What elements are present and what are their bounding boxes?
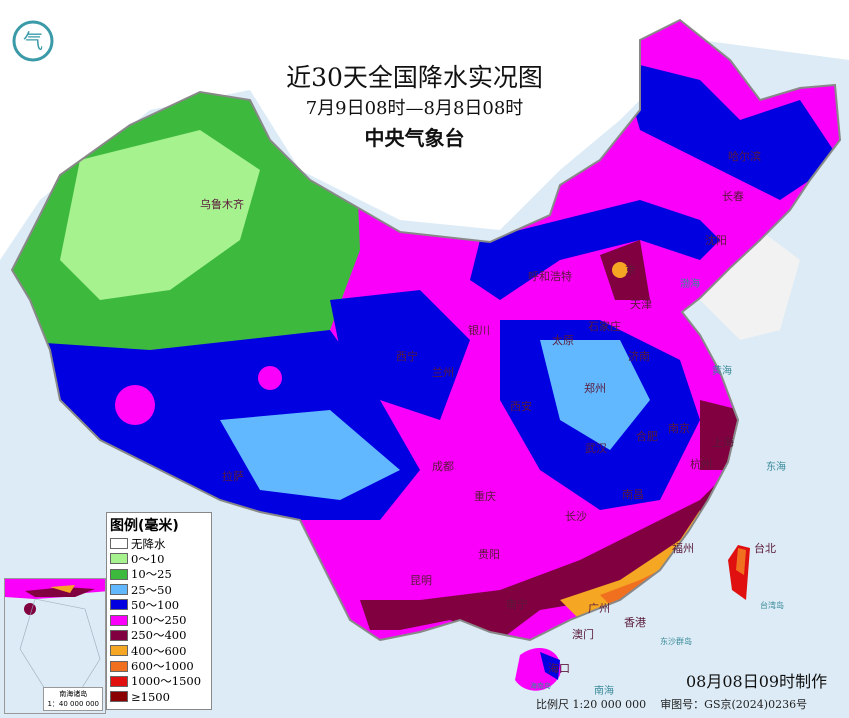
city-label: 香港 [624, 616, 646, 629]
legend-label: 无降水 [131, 536, 166, 551]
island-label: 台湾岛 [760, 601, 784, 610]
legend: 图例(毫米) 无降水 0～10 10～25 25～50 50～100 100～250 250… [106, 512, 212, 710]
land-outside-white [0, 0, 849, 260]
city-label: 成都 [432, 460, 454, 473]
city-label: 兰州 [432, 366, 454, 379]
legend-item: 50～100 [110, 597, 208, 612]
taiwan-orange [736, 548, 746, 575]
city-label: 广州 [588, 602, 610, 615]
legend-label: 400～600 [131, 643, 187, 658]
legend-label: 25～50 [131, 582, 172, 597]
legend-swatch [110, 553, 128, 565]
inset-scale: 1：40 000 000 [47, 700, 99, 708]
legend-label: 10～25 [131, 567, 172, 582]
legend-swatch [110, 675, 128, 687]
production-time: 08月08日09时制作 [686, 672, 828, 691]
island-label: 海南岛 [530, 682, 551, 690]
city-label: 武汉 [585, 442, 607, 455]
legend-swatch [110, 645, 128, 657]
legend-item: 400～600 [110, 643, 208, 658]
city-label: 乌鲁木齐 [200, 198, 244, 211]
legend-swatch [110, 538, 128, 550]
city-label: 台北 [754, 542, 776, 555]
city-label: 合肥 [636, 430, 658, 443]
legend-swatch [110, 660, 128, 672]
city-label: 重庆 [474, 490, 496, 503]
legend-title: 图例(毫米) [110, 518, 179, 534]
city-label: 澳门 [572, 628, 594, 641]
map-period: 7月9日08时—8月8日08时 [305, 98, 524, 119]
city-label: 西宁 [396, 350, 418, 363]
legend-label: 0～10 [131, 551, 165, 566]
hainan-blue [540, 652, 560, 680]
city-label: 海口 [548, 662, 570, 675]
legend-label: 250～400 [131, 628, 187, 643]
city-label: 南昌 [622, 488, 644, 501]
cma-logo [12, 20, 54, 62]
legend-item: 10～25 [110, 567, 208, 582]
legend-label: 50～100 [131, 597, 180, 612]
city-label: 京 [625, 264, 636, 277]
legend-item: 25～50 [110, 582, 208, 597]
city-label: 昆明 [410, 574, 432, 587]
island-label: 东沙群岛 [660, 637, 692, 646]
legend-swatch [110, 568, 128, 580]
china-border [10, 18, 842, 642]
map-title: 近30天全国降水实况图 [286, 63, 543, 92]
legend-item: 250～400 [110, 628, 208, 643]
city-label: 济南 [628, 350, 650, 363]
city-label: 哈尔滨 [728, 150, 761, 163]
inset-map [5, 579, 105, 700]
legend-label: 1000～1500 [131, 674, 202, 689]
footer-row: 比例尺 1:20 000 000 审图号：GS京(2024)0236号 [536, 696, 807, 712]
city-label: 西安 [510, 400, 532, 413]
legend-item: ≥1500 [110, 689, 208, 704]
legend-items: 无降水 0～10 10～25 25～50 50～100 100～250 250～400 400… [110, 536, 208, 704]
sea-label: 渤海 [680, 279, 700, 290]
city-label: 沈阳 [705, 234, 727, 247]
city-label: 银川 [468, 324, 490, 337]
city-label: 天津 [630, 298, 652, 311]
legend-label: ≥1500 [131, 689, 170, 704]
city-label: 长春 [722, 190, 744, 203]
legend-swatch [110, 691, 128, 703]
city-label: 南京 [668, 422, 690, 435]
city-label: 贵阳 [478, 548, 500, 561]
legend-item: 无降水 [110, 536, 208, 551]
sea-label: 黄海 [712, 366, 732, 377]
map-scale: 比例尺 1:20 000 000 [536, 698, 647, 711]
city-label: 石家庄 [588, 320, 621, 333]
sea-label: 南海 [594, 686, 614, 697]
inset-scale-box: 南海诸岛 1：40 000 000 [43, 687, 103, 711]
city-label: 南宁 [506, 598, 528, 611]
legend-item: 600～1000 [110, 658, 208, 673]
inset-title: 南海诸岛 [59, 690, 88, 698]
legend-label: 100～250 [131, 613, 187, 628]
city-label: 上海 [712, 436, 734, 449]
legend-item: 0～10 [110, 551, 208, 566]
cma-logo-glyph: 气 [23, 29, 43, 53]
legend-swatch [110, 599, 128, 611]
city-label: 郑州 [584, 382, 606, 395]
south-china-sea-inset: 南海诸岛 1：40 000 000 [4, 578, 106, 714]
legend-item: 1000～1500 [110, 674, 208, 689]
map-issuer: 中央气象台 [364, 126, 465, 150]
city-label: 长沙 [565, 510, 587, 523]
legend-swatch [110, 584, 128, 596]
approval-number: 审图号：GS京(2024)0236号 [660, 698, 808, 711]
legend-item: 100～250 [110, 612, 208, 627]
legend-swatch [110, 629, 128, 641]
sea-label: 东海 [766, 462, 786, 473]
city-label: 太原 [552, 334, 574, 347]
city-label: 拉萨 [222, 470, 244, 483]
city-label: 呼和浩特 [528, 270, 572, 283]
city-label: 福州 [672, 542, 694, 555]
legend-label: 600～1000 [131, 659, 194, 674]
legend-swatch [110, 614, 128, 626]
city-label: 杭州 [690, 458, 712, 471]
